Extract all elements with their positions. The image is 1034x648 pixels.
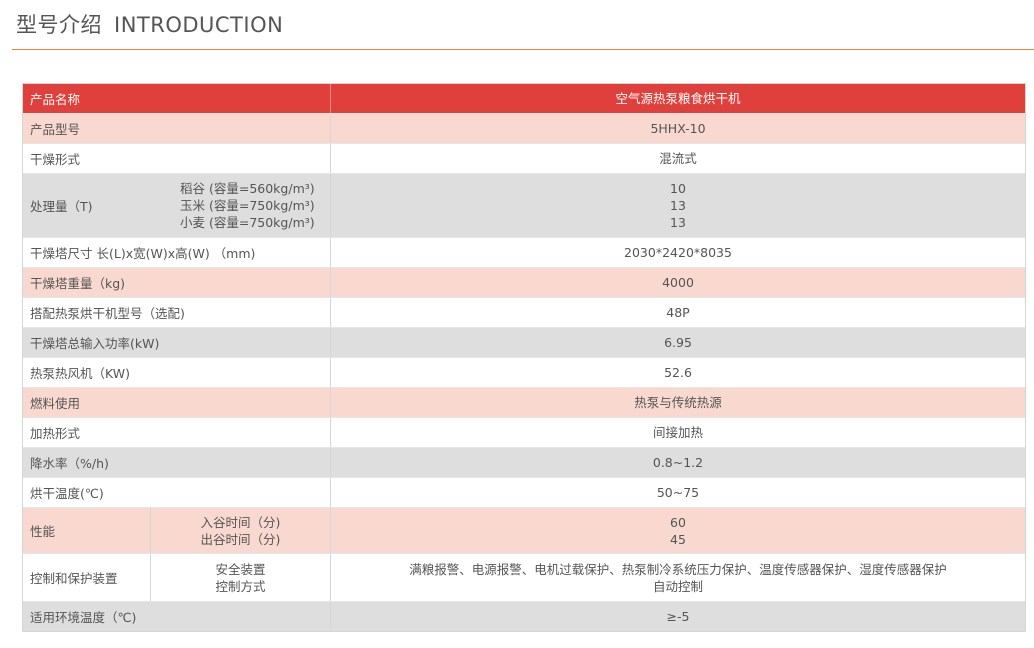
row-value: 50~75 [656, 485, 700, 500]
row-sublabel: 出谷时间（分) [200, 531, 281, 547]
row-label-cell: 加热形式 [23, 418, 331, 447]
row-value: 热泵与传统热源 [634, 395, 722, 410]
row-value: 混流式 [659, 151, 697, 166]
table-row: 干燥塔重量（kg) 4000 [23, 268, 1025, 298]
row-label: 处理量（T) [30, 199, 93, 214]
title-divider [12, 49, 1034, 50]
row-value: 13 [670, 198, 686, 213]
table-row: 干燥塔总输入功率(kW) 6.95 [23, 328, 1025, 358]
row-label: 加热形式 [30, 426, 81, 441]
table-row: 搭配热泵烘干机型号（选配) 48P [23, 298, 1025, 328]
table-row: 烘干温度(℃) 50~75 [23, 478, 1025, 508]
header-value: 空气源热泵粮食烘干机 [615, 91, 741, 106]
table-row: 干燥形式 混流式 [23, 144, 1025, 174]
row-sublabel: 入谷时间（分) [200, 514, 281, 530]
table-row: 加热形式 间接加热 [23, 418, 1025, 448]
row-label: 产品型号 [30, 122, 81, 137]
header-label: 产品名称 [30, 92, 81, 107]
row-sublabels: 稻谷 (容量=560kg/m³) 玉米 (容量=750kg/m³) 小麦 (容量=7… [150, 174, 330, 237]
section-title-en: INTRODUCTION [114, 13, 284, 37]
row-sublabels: 入谷时间（分) 出谷时间（分) [150, 508, 330, 553]
row-label-cell: 降水率（%/h) [23, 448, 331, 477]
row-value-cell: 10 13 13 [331, 174, 1025, 237]
row-value-cell: 52.6 [331, 358, 1025, 387]
row-value-cell: ≥-5 [331, 602, 1025, 631]
table-row: 降水率（%/h) 0.8~1.2 [23, 448, 1025, 478]
row-label: 控制和保护装置 [30, 571, 118, 586]
row-label-cell: 烘干温度(℃) [23, 478, 331, 507]
row-value: 48P [666, 305, 690, 320]
row-sublabel: 控制方式 [215, 578, 266, 594]
row-value-cell: 2030*2420*8035 [331, 238, 1025, 267]
row-value: 2030*2420*8035 [624, 245, 732, 260]
row-label: 干燥塔重量（kg) [30, 276, 126, 291]
row-label-cell: 控制和保护装置 安全装置 控制方式 [23, 554, 331, 601]
row-value: 自动控制 [652, 578, 703, 594]
row-label-cell: 燃料使用 [23, 388, 331, 417]
row-value-cell: 50~75 [331, 478, 1025, 507]
table-row: 干燥塔尺寸 长(L)x宽(W)x高(W) （mm) 2030*2420*8035 [23, 238, 1025, 268]
row-label: 干燥塔总输入功率(kW) [30, 336, 160, 351]
row-sublabel: 小麦 (容量=750kg/m³) [180, 215, 315, 230]
row-value: 10 [670, 181, 686, 196]
row-label-cell: 产品型号 [23, 114, 331, 143]
row-value: 5HHX-10 [650, 121, 706, 136]
row-sublabels: 安全装置 控制方式 [150, 554, 330, 601]
row-label: 燃料使用 [30, 396, 81, 411]
header-label-cell: 产品名称 [23, 84, 331, 113]
row-value: 45 [670, 531, 686, 547]
row-label: 热泵热风机（KW) [30, 366, 130, 381]
row-value: 60 [670, 514, 686, 530]
row-value: 52.6 [664, 365, 692, 380]
spec-table: 产品名称 空气源热泵粮食烘干机 产品型号 5HHX-10 干燥形式 混流式处理量（T)… [22, 83, 1026, 632]
row-label-cell: 干燥塔重量（kg) [23, 268, 331, 297]
row-value: 0.8~1.2 [652, 455, 704, 470]
row-sublabel: 稻谷 (容量=560kg/m³) [180, 181, 315, 196]
table-row: 控制和保护装置 安全装置 控制方式 满粮报警、电源报警、电机过载保护、热泵制冷系统压力… [23, 554, 1025, 602]
row-label: 搭配热泵烘干机型号（选配) [30, 306, 185, 321]
row-sublabel: 玉米 (容量=750kg/m³) [180, 198, 315, 213]
row-value-cell: 混流式 [331, 144, 1025, 173]
row-value: 满粮报警、电源报警、电机过载保护、热泵制冷系统压力保护、温度传感器保护、湿度传感… [409, 561, 947, 577]
row-value: 间接加热 [652, 425, 703, 440]
row-label-cell: 搭配热泵烘干机型号（选配) [23, 298, 331, 327]
row-value: 4000 [662, 275, 694, 290]
row-label: 干燥塔尺寸 长(L)x宽(W)x高(W) （mm) [30, 246, 256, 261]
row-value-cell: 4000 [331, 268, 1025, 297]
row-value-cell: 满粮报警、电源报警、电机过载保护、热泵制冷系统压力保护、温度传感器保护、湿度传感… [331, 554, 1025, 601]
table-header-row: 产品名称 空气源热泵粮食烘干机 [23, 84, 1025, 114]
table-row: 性能 入谷时间（分) 出谷时间（分) 60 45 [23, 508, 1025, 554]
row-label-cell: 干燥形式 [23, 144, 331, 173]
row-value: 13 [670, 215, 686, 230]
row-label: 干燥形式 [30, 152, 81, 167]
row-value-cell: 48P [331, 298, 1025, 327]
row-label-cell: 热泵热风机（KW) [23, 358, 331, 387]
row-value: 6.95 [664, 335, 692, 350]
row-label-cell: 干燥塔尺寸 长(L)x宽(W)x高(W) （mm) [23, 238, 331, 267]
row-label-cell: 性能 入谷时间（分) 出谷时间（分) [23, 508, 331, 553]
row-value-cell: 5HHX-10 [331, 114, 1025, 143]
section-title-cn: 型号介绍 [16, 13, 102, 37]
row-value-cell: 60 45 [331, 508, 1025, 553]
row-label: 适用环境温度（℃) [30, 610, 137, 625]
table-row: 适用环境温度（℃) ≥-5 [23, 602, 1025, 631]
row-label: 性能 [30, 524, 56, 539]
row-label-cell: 干燥塔总输入功率(kW) [23, 328, 331, 357]
section-title: 型号介绍 INTRODUCTION [16, 9, 283, 39]
table-row: 产品型号 5HHX-10 [23, 114, 1025, 144]
row-sublabel: 安全装置 [215, 561, 266, 577]
row-value-cell: 间接加热 [331, 418, 1025, 447]
row-value-cell: 6.95 [331, 328, 1025, 357]
row-label: 降水率（%/h) [30, 456, 109, 471]
row-label-cell: 适用环境温度（℃) [23, 602, 331, 631]
row-label-cell: 处理量（T) 稻谷 (容量=560kg/m³) 玉米 (容量=750kg/m³) 小麦… [23, 174, 331, 237]
row-label: 烘干温度(℃) [30, 486, 104, 501]
row-value: ≥-5 [666, 609, 690, 624]
row-value-cell: 0.8~1.2 [331, 448, 1025, 477]
table-row: 热泵热风机（KW) 52.6 [23, 358, 1025, 388]
row-value-cell: 热泵与传统热源 [331, 388, 1025, 417]
table-row: 燃料使用 热泵与传统热源 [23, 388, 1025, 418]
table-row: 处理量（T) 稻谷 (容量=560kg/m³) 玉米 (容量=750kg/m³) 小麦… [23, 174, 1025, 238]
